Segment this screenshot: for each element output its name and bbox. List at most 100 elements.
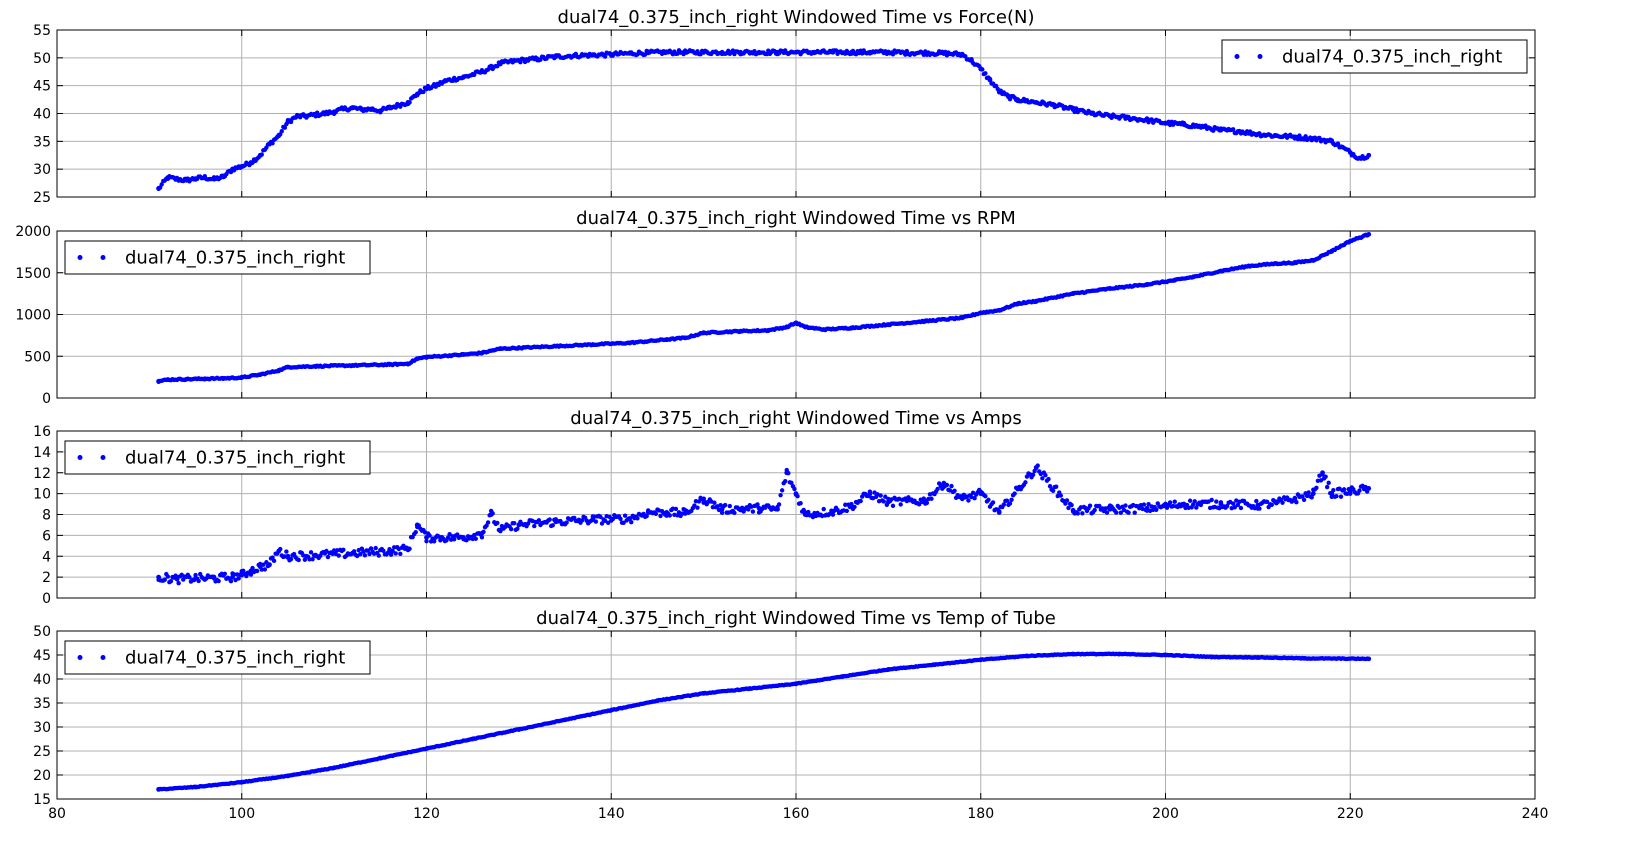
data-point bbox=[867, 49, 873, 55]
data-point bbox=[590, 517, 596, 523]
data-point bbox=[1033, 465, 1039, 470]
data-point bbox=[645, 50, 651, 56]
data-point bbox=[682, 511, 688, 516]
data-point bbox=[1104, 510, 1110, 515]
data-point bbox=[935, 486, 940, 492]
data-point bbox=[308, 550, 314, 555]
data-point bbox=[156, 574, 162, 580]
y-tick-label: 45 bbox=[33, 648, 51, 664]
data-point bbox=[1075, 511, 1080, 516]
data-point bbox=[262, 567, 268, 572]
data-point bbox=[350, 550, 355, 556]
data-point bbox=[1132, 510, 1137, 515]
data-point bbox=[627, 516, 633, 522]
data-point bbox=[1015, 97, 1021, 102]
data-point bbox=[1187, 498, 1193, 503]
data-point bbox=[1144, 117, 1150, 123]
y-tick-label: 6 bbox=[42, 528, 51, 544]
data-point bbox=[1306, 490, 1311, 495]
data-point bbox=[1087, 503, 1093, 508]
data-point bbox=[267, 562, 272, 567]
y-tick-label: 45 bbox=[33, 79, 51, 95]
data-point bbox=[916, 502, 922, 507]
y-tick-label: 4 bbox=[42, 549, 51, 565]
data-point bbox=[377, 108, 383, 114]
data-point bbox=[248, 160, 254, 165]
data-point bbox=[756, 49, 762, 55]
data-point bbox=[1334, 493, 1339, 499]
data-point bbox=[1052, 102, 1058, 108]
data-point bbox=[1004, 498, 1010, 503]
data-point bbox=[1255, 655, 1261, 660]
y-tick-label: 8 bbox=[42, 508, 51, 524]
chart-title: dual74_0.375_inch_right Windowed Time vs… bbox=[576, 208, 1016, 229]
y-tick-label: 500 bbox=[24, 349, 51, 365]
data-point bbox=[986, 497, 991, 503]
data-point bbox=[839, 674, 845, 679]
data-point bbox=[929, 496, 934, 501]
data-point bbox=[1107, 113, 1113, 119]
data-point bbox=[367, 551, 372, 557]
data-point bbox=[1015, 301, 1021, 307]
data-point bbox=[719, 506, 725, 512]
data-point bbox=[414, 522, 420, 528]
legend-box bbox=[64, 440, 371, 475]
data-point bbox=[1163, 120, 1168, 126]
data-point bbox=[1366, 486, 1372, 491]
data-point bbox=[307, 557, 312, 562]
data-point bbox=[798, 501, 803, 506]
data-point bbox=[701, 49, 707, 55]
y-tick-label: 14 bbox=[33, 445, 51, 461]
data-point bbox=[461, 74, 466, 80]
data-point bbox=[802, 512, 808, 517]
data-point bbox=[257, 564, 263, 570]
y-tick-label: 20 bbox=[33, 768, 51, 784]
data-point bbox=[387, 548, 392, 554]
data-point bbox=[987, 77, 993, 83]
data-point bbox=[1218, 268, 1224, 274]
data-point bbox=[978, 310, 984, 316]
legend: dual74_0.375_inch_right bbox=[64, 240, 371, 275]
data-point bbox=[1194, 505, 1199, 510]
x-tick-label: 140 bbox=[598, 806, 625, 822]
data-point bbox=[1214, 499, 1219, 504]
data-point bbox=[1366, 152, 1372, 158]
subplot-2: 0 500 1000 1500 2000 dual74_0.375_inch_right … bbox=[15, 208, 1536, 407]
data-point bbox=[174, 176, 180, 182]
data-point bbox=[778, 492, 783, 498]
data-point bbox=[288, 556, 294, 562]
data-point bbox=[1269, 502, 1274, 508]
data-point bbox=[732, 510, 737, 516]
data-point bbox=[802, 324, 808, 330]
data-point bbox=[313, 552, 319, 558]
legend-marker bbox=[100, 655, 106, 660]
data-point bbox=[257, 372, 263, 378]
data-point bbox=[1273, 261, 1279, 266]
data-point bbox=[230, 574, 235, 580]
data-point bbox=[1070, 651, 1076, 657]
y-tick-label: 0 bbox=[42, 391, 51, 407]
data-point bbox=[756, 505, 762, 511]
data-point bbox=[1040, 476, 1045, 481]
data-point bbox=[1273, 133, 1279, 139]
data-point bbox=[618, 516, 623, 522]
y-tick-label: 25 bbox=[33, 190, 51, 206]
data-point bbox=[701, 691, 707, 696]
data-point bbox=[220, 375, 226, 381]
data-point bbox=[1192, 499, 1197, 504]
data-point bbox=[1347, 150, 1353, 155]
data-point bbox=[932, 662, 937, 667]
data-point bbox=[1080, 511, 1085, 516]
data-point bbox=[534, 56, 540, 62]
data-point bbox=[1301, 655, 1307, 661]
data-point bbox=[424, 539, 429, 544]
data-point bbox=[1292, 134, 1298, 140]
data-point bbox=[1167, 500, 1173, 505]
data-point bbox=[635, 516, 640, 521]
data-point bbox=[1331, 487, 1336, 493]
data-point bbox=[495, 520, 500, 526]
data-point bbox=[516, 522, 522, 528]
data-point bbox=[1050, 488, 1056, 494]
data-point bbox=[978, 657, 984, 663]
data-point bbox=[322, 111, 328, 116]
